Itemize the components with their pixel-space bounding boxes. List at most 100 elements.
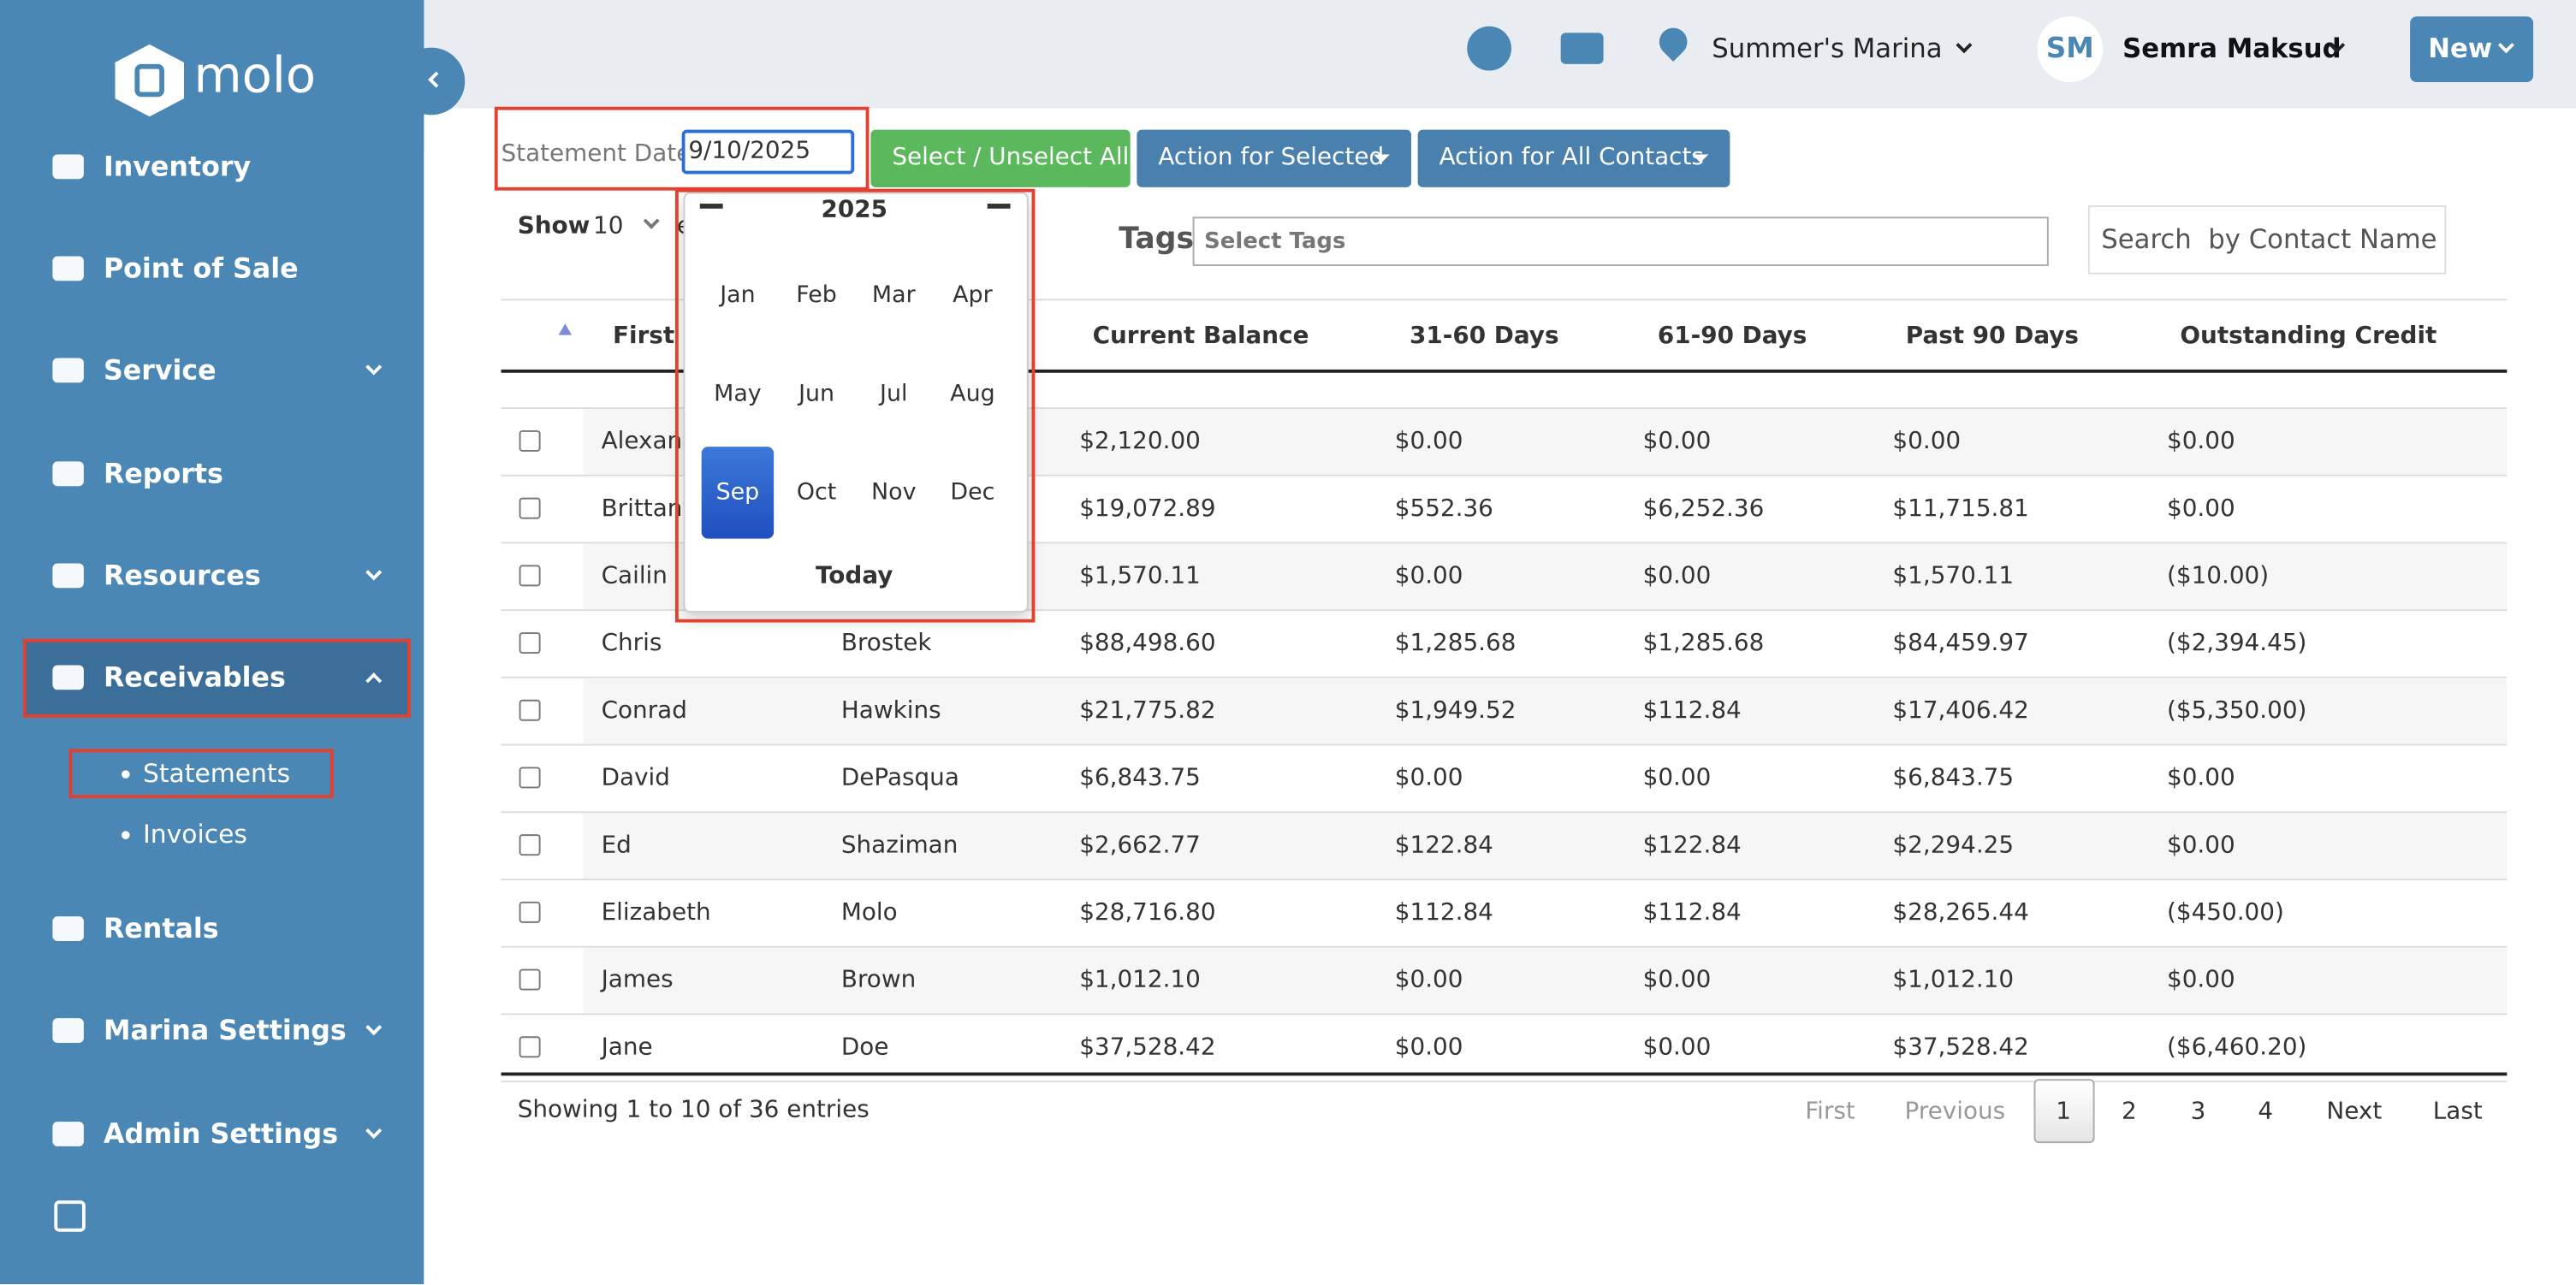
menu-item[interactable]: Admin Settings <box>103 1118 339 1150</box>
table-cell: $1,285.68 <box>1394 631 1517 657</box>
table-cell: $2,294.25 <box>1892 832 2015 859</box>
month[interactable]: Mar <box>871 282 916 309</box>
table-cell: $2,120.00 <box>1079 429 1201 455</box>
selected-month <box>701 447 775 539</box>
toolbar-button[interactable] <box>1137 129 1411 187</box>
page-link[interactable]: Previous <box>1904 1098 2006 1125</box>
menu-icon <box>52 154 84 180</box>
next-arrow[interactable] <box>987 204 1011 215</box>
month[interactable]: Oct <box>796 479 837 506</box>
table-cell: $28,716.80 <box>1079 899 1216 927</box>
highlight-box <box>68 749 334 798</box>
table-cell: Brostek <box>840 631 932 657</box>
month[interactable]: Dec <box>950 479 995 506</box>
page-link[interactable]: 1 <box>2056 1098 2071 1125</box>
column-header[interactable]: Current Balance <box>1092 323 1309 350</box>
tags-input[interactable] <box>1192 216 2049 266</box>
table-cell: $37,528.42 <box>1079 1034 1216 1062</box>
help-icon[interactable] <box>1467 26 1512 71</box>
avatar-initials: SM <box>2045 33 2094 66</box>
datepicker-year[interactable]: 2025 <box>821 197 887 224</box>
row-stripe <box>583 678 2508 744</box>
toolbar-button[interactable] <box>870 129 1131 187</box>
month[interactable]: May <box>714 381 762 408</box>
sort-arrow <box>558 323 573 335</box>
month[interactable]: Apr <box>953 282 993 309</box>
page-link[interactable]: 4 <box>2258 1098 2274 1125</box>
page-link[interactable]: Next <box>2326 1098 2383 1125</box>
row-checkbox[interactable] <box>519 632 541 654</box>
menu-item[interactable]: Rentals <box>103 913 219 945</box>
month[interactable]: Jul <box>880 381 908 408</box>
table-cell: $0.00 <box>1892 429 1962 455</box>
show-value[interactable]: 10 <box>592 213 624 240</box>
month[interactable]: Jan <box>720 282 756 309</box>
row-checkbox[interactable] <box>519 901 541 923</box>
menu-item[interactable]: Reports <box>103 458 223 490</box>
row-checkbox[interactable] <box>519 1036 541 1058</box>
new-button[interactable] <box>2410 16 2534 82</box>
toolbar-button[interactable] <box>1417 129 1730 187</box>
date-input[interactable] <box>681 129 855 175</box>
search-input[interactable] <box>2087 204 2447 275</box>
table-bottom-border <box>501 1072 2508 1075</box>
menu-item[interactable]: Receivables <box>103 661 286 694</box>
table-cell: $552.36 <box>1394 495 1493 523</box>
row-checkbox[interactable] <box>519 699 541 721</box>
page-link[interactable]: First <box>1805 1098 1855 1125</box>
table-cell: $0.00 <box>1642 429 1712 455</box>
menu-icon <box>52 461 84 487</box>
page-link[interactable]: 3 <box>2190 1098 2206 1125</box>
bullet <box>122 770 130 779</box>
prev-arrow[interactable] <box>699 204 723 215</box>
today-button[interactable]: Today <box>815 563 893 590</box>
briefcase-icon[interactable] <box>1560 33 1604 64</box>
menu-item[interactable]: Inventory <box>103 151 252 183</box>
row-checkbox[interactable] <box>519 565 541 587</box>
caret <box>1373 154 1391 163</box>
menu-item[interactable]: Service <box>103 354 217 387</box>
row-border <box>501 609 2508 612</box>
page-link[interactable]: Last <box>2432 1098 2483 1125</box>
submenu-item[interactable]: Invoices <box>143 819 247 850</box>
menu-icon <box>52 665 84 690</box>
month[interactable]: Sep <box>715 479 760 506</box>
table-cell: Brittany <box>601 495 697 523</box>
table-cell: ($6,460.20) <box>2167 1034 2307 1062</box>
row-checkbox[interactable] <box>519 767 541 789</box>
active-item-bg <box>22 638 411 718</box>
submenu-item[interactable]: Statements <box>143 758 291 789</box>
row-checkbox[interactable] <box>519 429 541 452</box>
menu-item[interactable]: Point of Sale <box>103 252 299 285</box>
month[interactable]: Jun <box>798 381 835 408</box>
month[interactable]: Feb <box>796 282 837 309</box>
table-cell: $2,662.77 <box>1079 832 1201 859</box>
table-cell: Elizabeth <box>601 899 711 927</box>
row-checkbox[interactable] <box>519 834 541 856</box>
column-header[interactable]: Past 90 Days <box>1905 323 2079 350</box>
marina-name[interactable]: Summer's Marina <box>1712 33 1943 64</box>
tags-label: Tags <box>1119 222 1195 257</box>
column-header[interactable]: Outstanding Credit <box>2180 323 2437 350</box>
menu-item[interactable]: Resources <box>103 560 261 592</box>
page-link[interactable]: 2 <box>2121 1098 2137 1125</box>
table-cell: $1,570.11 <box>1079 563 1201 590</box>
collapse-button[interactable] <box>397 47 466 115</box>
new-button-label: New <box>2428 33 2493 64</box>
table-cell: $122.84 <box>1394 832 1493 859</box>
column-header[interactable]: 61-90 Days <box>1657 323 1807 350</box>
toolbar-button-label: Action for Selected <box>1158 144 1385 171</box>
row-checkbox[interactable] <box>519 497 541 519</box>
month[interactable]: Nov <box>871 479 917 506</box>
table-cell: $112.84 <box>1394 899 1493 927</box>
menu-icon <box>52 1018 84 1043</box>
row-checkbox[interactable] <box>519 968 541 991</box>
row-stripe <box>583 947 2508 1014</box>
table-cell: ($2,394.45) <box>2167 631 2307 657</box>
menu-item[interactable]: Marina Settings <box>103 1015 347 1046</box>
month[interactable]: Aug <box>950 381 995 408</box>
user-name[interactable]: Semra Maksud <box>2122 33 2342 64</box>
column-header[interactable]: 31-60 Days <box>1410 323 1559 350</box>
table-cell: Conrad <box>601 697 687 725</box>
